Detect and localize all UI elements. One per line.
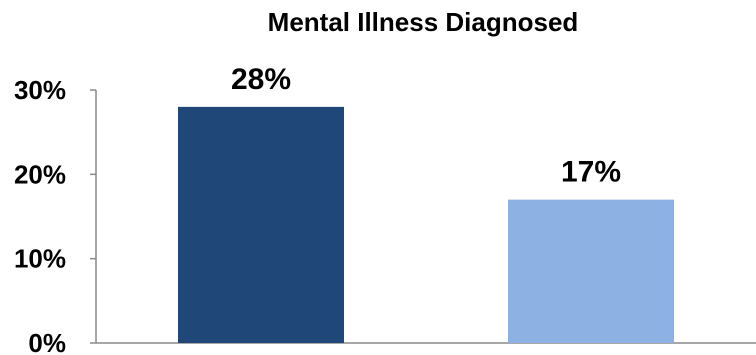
y-tick-label: 30% [14, 75, 66, 105]
bar-value-label: 17% [561, 156, 621, 189]
bar-value-label: 28% [231, 63, 291, 96]
y-tick-label: 20% [14, 159, 66, 189]
bar [508, 199, 674, 343]
chart-title: Mental Illness Diagnosed [268, 7, 579, 37]
y-tick-label: 0% [28, 328, 66, 355]
y-tick-label: 10% [14, 244, 66, 274]
bar [178, 106, 344, 343]
